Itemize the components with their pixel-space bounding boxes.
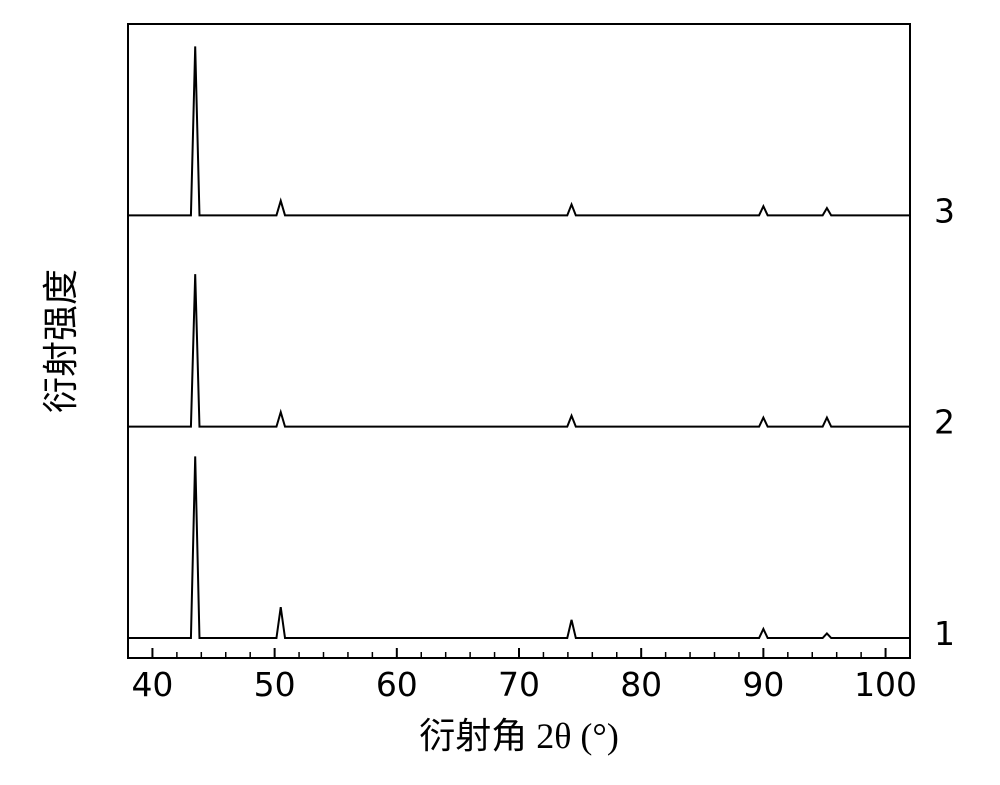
series-label-1: 1 bbox=[934, 614, 955, 653]
x-tick-label: 40 bbox=[131, 665, 173, 704]
series-label-3: 3 bbox=[934, 191, 955, 230]
x-axis-label: 衍射角 2θ (°) bbox=[419, 716, 619, 756]
x-tick-label: 60 bbox=[376, 665, 418, 704]
series-label-2: 2 bbox=[934, 403, 955, 442]
xrd-chart: 40 50 60 70 80 90 100 1 2 3 衍射角 2θ (°) 衍射强度 bbox=[40, 10, 958, 775]
x-tick-label: 50 bbox=[254, 665, 296, 704]
x-tick-label: 70 bbox=[498, 665, 540, 704]
x-tick-label: 100 bbox=[854, 665, 917, 704]
x-tick-label: 80 bbox=[620, 665, 662, 704]
y-axis-label: 衍射强度 bbox=[41, 269, 81, 413]
x-tick-label: 90 bbox=[742, 665, 784, 704]
